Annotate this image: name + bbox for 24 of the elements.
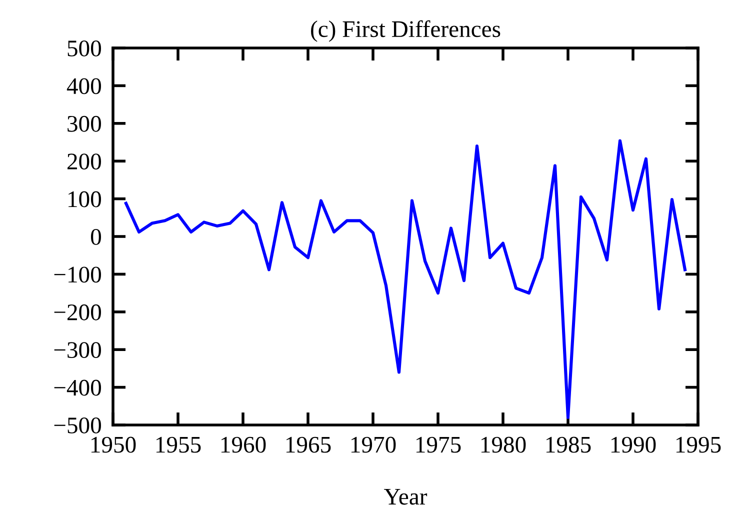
x-tick-label: 1985 (546, 436, 591, 453)
x-tick-label: 1975 (416, 436, 461, 453)
x-tick-label: 1995 (676, 436, 721, 453)
y-tick-label: −100 (54, 266, 101, 283)
line-series (124, 139, 687, 419)
y-tick-label: −500 (54, 417, 101, 434)
x-axis-title: Year (384, 489, 428, 505)
x-tick-label: 1955 (156, 436, 201, 453)
x-tick-label: 1990 (611, 436, 656, 453)
y-tick-label: 100 (68, 191, 101, 208)
x-tick-label: 1950 (91, 436, 136, 453)
x-tick-label: 1970 (351, 436, 396, 453)
y-tick-label: −200 (54, 304, 101, 320)
y-tick-label: 500 (68, 40, 101, 56)
x-tick-label: 1980 (481, 436, 526, 453)
y-tick-label: 0 (90, 228, 101, 245)
y-tick-label: −300 (54, 342, 101, 358)
y-tick-label: 200 (68, 154, 101, 170)
y-tick-label: −400 (54, 380, 101, 396)
x-tick-label: 1965 (286, 436, 331, 453)
x-tick-label: 1960 (221, 436, 266, 453)
y-tick-label: 300 (68, 116, 101, 132)
y-tick-label: 400 (66, 78, 101, 94)
chart-title: (c) First Differences (311, 20, 500, 42)
